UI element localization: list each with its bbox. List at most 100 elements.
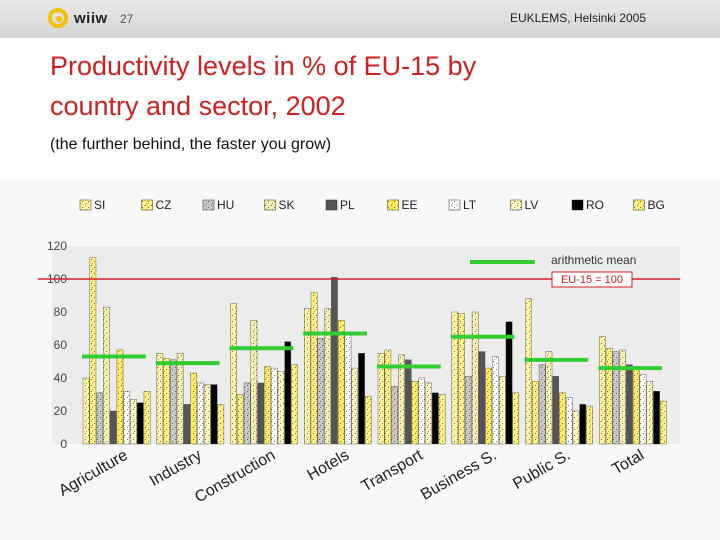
legend-label-ee: EE	[402, 198, 418, 212]
legend-swatch-texture	[387, 200, 399, 210]
y-tick-label: 80	[54, 305, 68, 319]
bar-texture	[277, 371, 285, 444]
mean-legend-label: arithmetic mean	[551, 253, 636, 267]
chart-legend: SI CZ HU SK PL EE LT LV RO BG	[79, 198, 665, 212]
bar-texture	[304, 308, 311, 444]
mean-lines: arithmetic mean	[82, 253, 662, 371]
y-tick-label: 40	[54, 371, 68, 385]
bar-texture	[130, 399, 137, 444]
bar-texture	[89, 257, 96, 444]
bar-texture	[143, 391, 151, 444]
bar-texture	[606, 348, 613, 444]
bar-texture	[499, 376, 506, 444]
legend-swatch-texture	[633, 200, 645, 210]
bar-texture	[378, 353, 385, 444]
legend-swatch-texture	[141, 200, 153, 210]
bar-texture	[545, 351, 553, 444]
bar-texture	[170, 359, 177, 444]
top-bar: wiiw 27 EUKLEMS, Helsinki 2005	[0, 0, 720, 38]
bar-texture	[485, 368, 492, 444]
bar-ro-1	[210, 384, 218, 445]
bar-pl-0	[109, 410, 117, 445]
bar-ro-6	[579, 404, 587, 445]
wiiw-logo-icon	[48, 8, 68, 28]
bar-texture	[619, 349, 626, 444]
bar-texture	[559, 392, 566, 444]
bar-texture	[123, 391, 130, 444]
y-tick-label: 20	[54, 404, 68, 418]
bar-texture	[163, 358, 170, 444]
bar-texture	[525, 298, 532, 444]
bar-texture	[612, 351, 619, 444]
bar-texture	[586, 406, 593, 444]
legend-swatch-texture	[80, 200, 91, 210]
legend-label-sk: SK	[279, 198, 295, 212]
bar-texture	[566, 397, 573, 444]
bar-texture	[398, 354, 405, 444]
bar-texture	[451, 312, 458, 444]
bar-texture	[438, 394, 446, 444]
slide-subtitle: (the further behind, the faster you grow…	[50, 136, 332, 153]
legend-label-pl: PL	[340, 198, 355, 212]
bar-texture	[197, 382, 204, 444]
reference-label-box	[551, 271, 633, 288]
bar-pl-1	[183, 404, 191, 445]
bar-texture	[311, 292, 318, 444]
bar-texture	[384, 349, 391, 444]
bar-texture	[244, 382, 251, 444]
legend-swatch-texture	[449, 200, 460, 210]
bar-texture	[190, 373, 197, 444]
legend-swatch-texture	[264, 200, 276, 210]
legend-swatch-pl	[325, 199, 338, 211]
bar-texture	[351, 368, 358, 444]
bar-texture	[156, 353, 163, 444]
legend-label-bg: BG	[648, 198, 665, 212]
legend-label-ro: RO	[586, 198, 604, 212]
bar-texture	[532, 381, 539, 444]
bar-texture	[411, 381, 419, 444]
y-tick-label: 60	[54, 338, 68, 352]
bar-ro-4	[432, 392, 439, 445]
legend-swatch-texture	[203, 200, 214, 210]
slide-number: 27	[120, 12, 134, 26]
bar-texture	[96, 392, 103, 444]
legend-swatch-ro	[571, 199, 584, 211]
bar-texture	[237, 394, 244, 444]
reference-label: EU-15 = 100	[561, 274, 623, 286]
bar-texture	[83, 378, 90, 444]
logo-text: wiiw	[74, 9, 108, 27]
bar-texture	[492, 356, 499, 444]
bar-texture	[365, 396, 372, 444]
bar-texture	[271, 368, 278, 444]
bar-texture	[217, 404, 224, 444]
bar-texture	[317, 338, 324, 444]
bar-texture	[646, 381, 653, 444]
bar-texture	[391, 386, 398, 444]
event-label: EUKLEMS, Helsinki 2005	[509, 11, 646, 25]
bar-texture	[116, 349, 124, 444]
y-tick-label: 0	[60, 437, 67, 451]
y-tick-label: 120	[47, 239, 67, 253]
bar-texture	[177, 353, 184, 444]
bar-texture	[633, 366, 640, 444]
bar-texture	[472, 312, 479, 444]
bar-texture	[539, 364, 546, 444]
bar-texture	[465, 376, 472, 444]
bar-texture	[512, 392, 519, 444]
bar-texture	[572, 411, 580, 444]
bar-pl-7	[626, 364, 633, 445]
legend-label-lt: LT	[463, 198, 477, 212]
bar-pl-2	[257, 382, 264, 445]
bar-ro-2	[284, 341, 292, 445]
bar-texture	[291, 364, 298, 444]
title-line-1: Productivity levels in % of EU-15 by	[50, 51, 477, 81]
bar-texture	[250, 320, 257, 444]
legend-label-hu: HU	[217, 198, 234, 212]
bar-ro-7	[653, 390, 660, 445]
bar-texture	[338, 320, 345, 444]
bar-pl-5	[478, 351, 486, 445]
bar-texture	[660, 401, 667, 444]
title-line-2: country and sector, 2002	[50, 91, 346, 121]
